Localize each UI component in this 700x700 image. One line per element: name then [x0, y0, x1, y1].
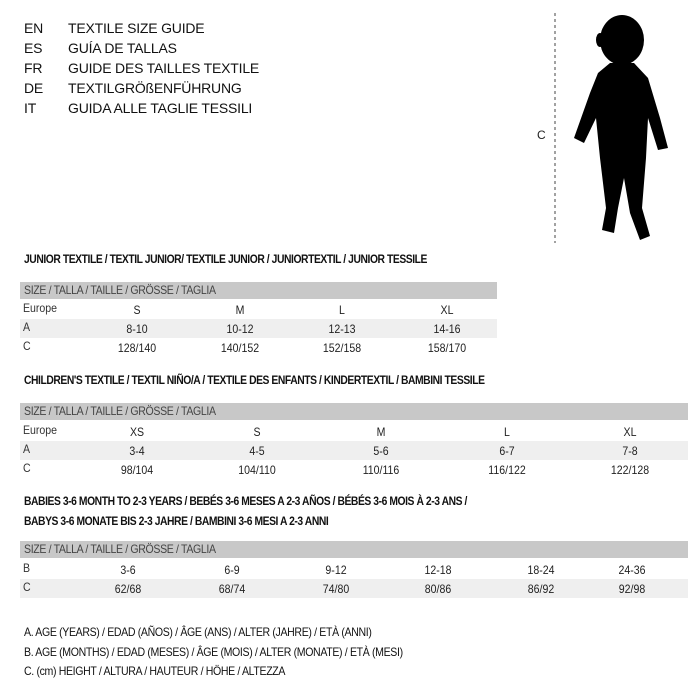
- row-label: Europe: [23, 301, 58, 315]
- table-row: C 128/140 140/152 152/158 158/170: [20, 338, 497, 357]
- table-cell: S: [253, 425, 261, 439]
- table-cell: S: [133, 303, 141, 317]
- table-row: C 62/68 68/74 74/80 80/86 86/92 92/98: [20, 579, 688, 598]
- babies-section-title-line2: BABYS 3-6 MONATE BIS 2-3 JAHRE / BAMBINI…: [24, 514, 329, 528]
- table-cell: 74/80: [322, 582, 350, 596]
- table-cell: 7-8: [622, 444, 638, 458]
- table-cell: XL: [623, 425, 637, 439]
- table-row: C 98/104 104/110 110/116 116/122 122/128: [20, 460, 688, 479]
- table-cell: 3-6: [120, 563, 136, 577]
- table-cell: 18-24: [527, 563, 555, 577]
- table-cell: 152/158: [322, 341, 362, 355]
- language-guide-title: GUIDA ALLE TAGLIE TESSILI: [68, 100, 253, 116]
- table-row: A 8-10 10-12 12-13 14-16: [20, 319, 497, 338]
- table-cell: 92/98: [618, 582, 646, 596]
- table-cell: 14-16: [433, 322, 461, 336]
- legend-c: C. (cm) HEIGHT / ALTURA / HAUTEUR / HÖHE…: [24, 664, 286, 678]
- child-silhouette-icon: [574, 15, 668, 240]
- language-code: EN: [24, 20, 44, 36]
- table-cell: 122/128: [610, 463, 650, 477]
- legend-a: A. AGE (YEARS) / EDAD (AÑOS) / ÂGE (ANS)…: [24, 625, 372, 639]
- table-cell: 68/74: [218, 582, 246, 596]
- language-code: ES: [24, 40, 43, 56]
- table-cell: XL: [440, 303, 454, 317]
- legend-b: B. AGE (MONTHS) / EDAD (MESES) / ÂGE (MO…: [24, 645, 403, 659]
- table-cell: 4-5: [249, 444, 265, 458]
- children-section-title: CHILDREN'S TEXTILE / TEXTIL NIÑO/A / TEX…: [24, 373, 485, 387]
- language-code: DE: [24, 80, 44, 96]
- table-row: Europe XS S M L XL: [20, 422, 688, 441]
- size-header-row: SIZE / TALLA / TAILLE / GRÖSSE / TAGLIA: [20, 541, 688, 558]
- table-cell: M: [376, 425, 386, 439]
- size-header-label: SIZE / TALLA / TAILLE / GRÖSSE / TAGLIA: [24, 542, 216, 556]
- table-cell: 110/116: [362, 463, 400, 477]
- table-cell: 6-7: [499, 444, 515, 458]
- table-cell: 9-12: [325, 563, 347, 577]
- table-cell: 12-18: [424, 563, 452, 577]
- table-cell: M: [235, 303, 245, 317]
- table-cell: 6-9: [224, 563, 240, 577]
- table-cell: 128/140: [117, 341, 157, 355]
- row-label: C: [23, 339, 31, 353]
- table-cell: 80/86: [424, 582, 452, 596]
- junior-section-title: JUNIOR TEXTILE / TEXTIL JUNIOR/ TEXTILE …: [24, 252, 428, 266]
- language-guide-title: GUIDE DES TAILLES TEXTILE: [68, 60, 260, 76]
- table-row: A 3-4 4-5 5-6 6-7 7-8: [20, 441, 688, 460]
- table-cell: 12-13: [328, 322, 356, 336]
- table-cell: 5-6: [373, 444, 389, 458]
- table-cell: L: [339, 303, 345, 317]
- language-guide-title: TEXTILGRÖßENFÜHRUNG: [68, 80, 242, 96]
- table-cell: XS: [129, 425, 145, 439]
- table-cell: 8-10: [126, 322, 148, 336]
- row-label: A: [23, 442, 31, 456]
- table-cell: 98/104: [120, 463, 154, 477]
- table-cell: 140/152: [220, 341, 260, 355]
- table-cell: 3-4: [129, 444, 145, 458]
- table-row: B 3-6 6-9 9-12 12-18 18-24 24-36: [20, 560, 688, 579]
- size-header-row: SIZE / TALLA / TAILLE / GRÖSSE / TAGLIA: [20, 282, 497, 299]
- size-header-label: SIZE / TALLA / TAILLE / GRÖSSE / TAGLIA: [24, 404, 216, 418]
- size-header-row: SIZE / TALLA / TAILLE / GRÖSSE / TAGLIA: [20, 403, 688, 420]
- row-label: B: [23, 561, 31, 575]
- babies-section-title-line1: BABIES 3-6 MONTH TO 2-3 YEARS / BEBÉS 3-…: [24, 494, 467, 508]
- size-header-label: SIZE / TALLA / TAILLE / GRÖSSE / TAGLIA: [24, 283, 216, 297]
- language-code: IT: [24, 100, 37, 116]
- row-label: Europe: [23, 423, 58, 437]
- table-cell: 86/92: [527, 582, 555, 596]
- language-code: FR: [24, 60, 43, 76]
- row-label: C: [23, 461, 31, 475]
- table-cell: 116/122: [488, 463, 526, 477]
- row-label: C: [23, 580, 31, 594]
- table-cell: L: [504, 425, 510, 439]
- table-cell: 158/170: [427, 341, 467, 355]
- table-cell: 10-12: [226, 322, 254, 336]
- height-label: C: [537, 128, 546, 142]
- language-guide-title: TEXTILE SIZE GUIDE: [68, 20, 205, 36]
- row-label: A: [23, 320, 31, 334]
- table-row: Europe S M L XL: [20, 300, 497, 319]
- child-silhouette-figure: C: [537, 13, 668, 243]
- table-cell: 24-36: [618, 563, 646, 577]
- table-cell: 62/68: [114, 582, 142, 596]
- table-cell: 104/110: [238, 463, 276, 477]
- language-guide-title: GUÍA DE TALLAS: [68, 40, 177, 56]
